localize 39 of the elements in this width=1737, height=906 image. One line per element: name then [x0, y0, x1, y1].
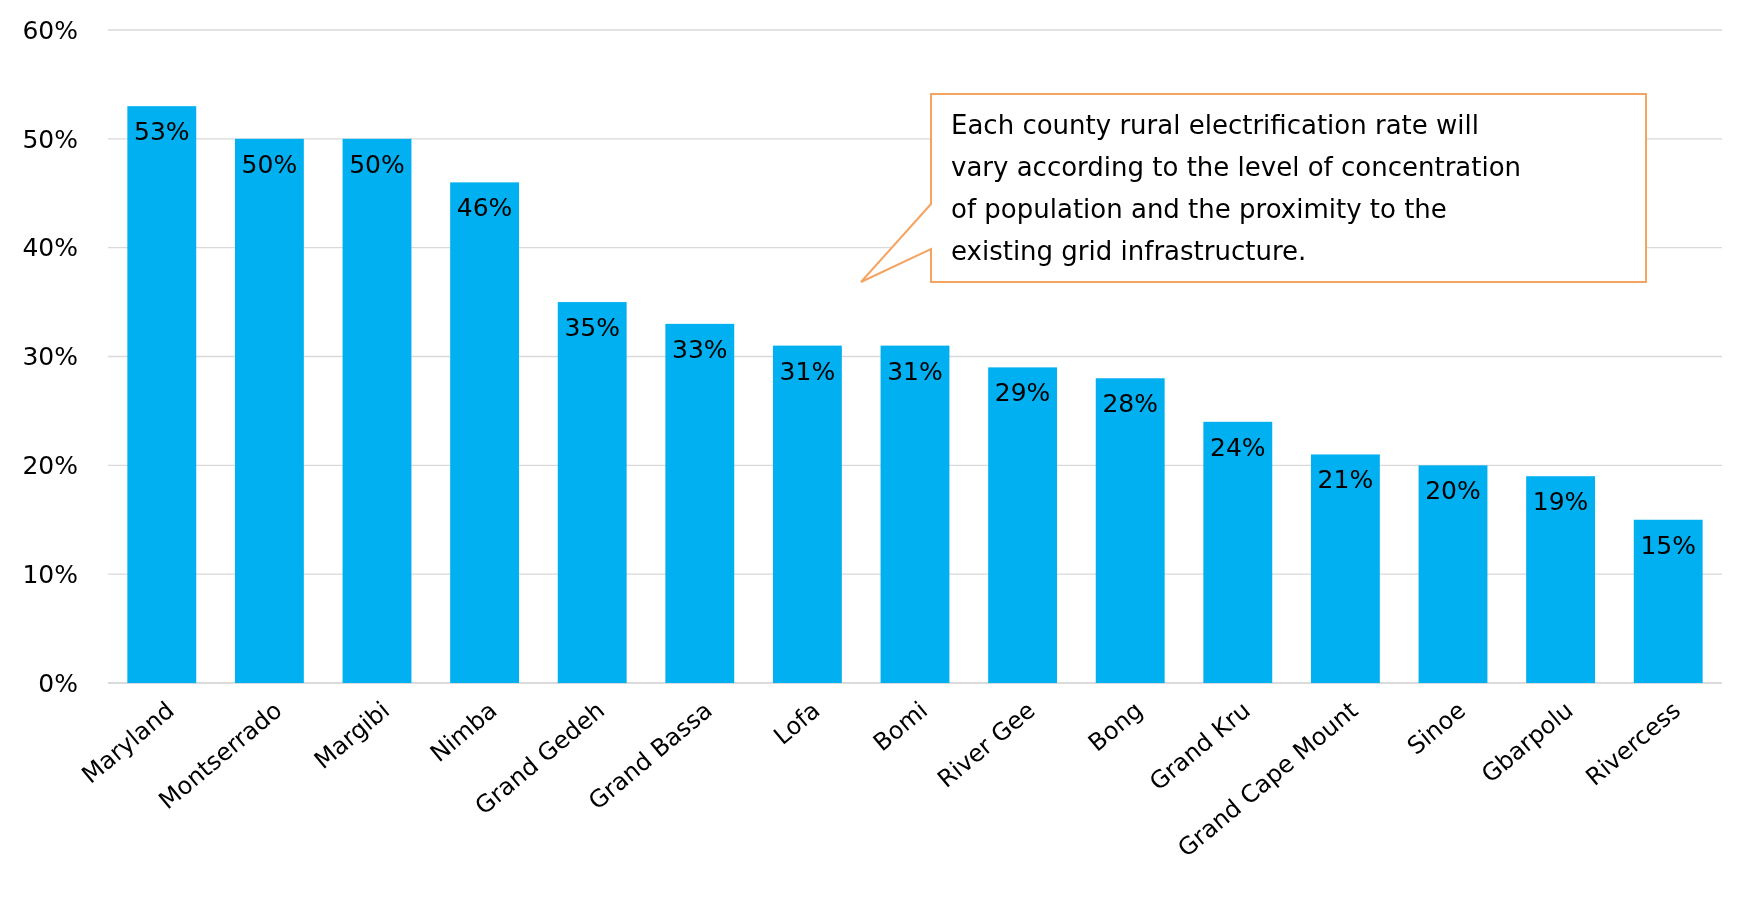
y-tick-label: 40%	[22, 233, 78, 263]
data-label: 24%	[1210, 432, 1266, 462]
data-label: 35%	[564, 313, 620, 343]
bar	[557, 302, 627, 683]
data-label: 21%	[1317, 465, 1374, 495]
data-label: 31%	[779, 356, 836, 386]
bar	[450, 182, 520, 683]
data-label: 31%	[887, 356, 943, 386]
y-tick-label: 20%	[22, 451, 78, 481]
bar	[127, 106, 197, 683]
x-tick-label: Lofa	[768, 696, 826, 751]
bar	[1633, 519, 1703, 683]
annotation: Each county rural electrification rate will vary according to the level of concentration of population and the proximity to the existing grid infrastructure.	[951, 110, 1522, 266]
bar	[1310, 454, 1380, 683]
data-label: 29%	[994, 378, 1051, 408]
y-tick-label: 10%	[22, 559, 78, 589]
data-label: 20%	[1425, 476, 1481, 506]
data-label: 15%	[1640, 530, 1696, 560]
data-label: 28%	[1102, 389, 1158, 419]
data-label: 19%	[1532, 487, 1589, 517]
data-label: 53%	[134, 117, 190, 147]
y-tick-label: 50%	[22, 124, 78, 154]
bar	[1526, 476, 1596, 683]
data-label: 50%	[349, 149, 405, 179]
y-tick-label: 0%	[38, 668, 78, 698]
data-label: 33%	[672, 334, 728, 364]
bar	[988, 367, 1058, 683]
y-tick-label: 30%	[22, 342, 78, 372]
bar	[880, 345, 950, 683]
bar	[1095, 378, 1165, 683]
data-label: 50%	[241, 149, 298, 179]
bar	[772, 345, 842, 683]
bar	[665, 323, 735, 683]
bar	[1203, 421, 1273, 683]
bar	[234, 138, 304, 683]
bar	[342, 138, 412, 683]
data-label: 46%	[456, 193, 513, 223]
bar	[1418, 465, 1488, 683]
y-tick-label: 60%	[22, 15, 78, 45]
